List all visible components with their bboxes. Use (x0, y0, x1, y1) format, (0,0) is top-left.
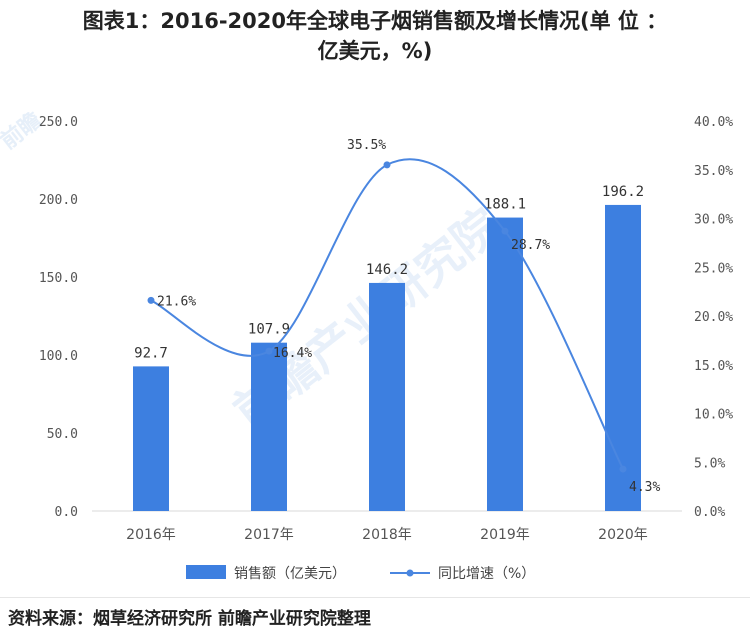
y-left-tick-label: 0.0 (55, 505, 78, 520)
bar (605, 204, 641, 512)
x-tick-label: 2018年 (362, 527, 412, 543)
bar-value-label: 107.9 (248, 322, 290, 338)
legend-line-label: 同比增速（%） (438, 566, 535, 582)
legend-line-marker (406, 569, 414, 577)
y-left-tick-label: 250.0 (39, 115, 78, 130)
growth-value-label: 4.3% (629, 480, 660, 495)
combo-chart: 前瞻产业研究院前瞻0.050.0100.0150.0200.0250.00.0%… (0, 107, 733, 582)
bar-value-label: 188.1 (484, 197, 526, 213)
bar-value-label: 92.7 (134, 345, 168, 361)
growth-value-label: 28.7% (511, 238, 550, 253)
y-right-tick-label: 30.0% (694, 213, 733, 228)
growth-value-label: 16.4% (273, 346, 312, 361)
y-right-tick-label: 5.0% (694, 456, 725, 471)
bar (133, 366, 169, 511)
y-right-tick-label: 35.0% (694, 164, 733, 179)
growth-value-label: 35.5% (347, 138, 386, 153)
title-line-2: 亿美元，%) (317, 39, 433, 63)
footer-divider (0, 597, 750, 598)
bar (251, 342, 287, 511)
bar (487, 217, 523, 511)
y-left-tick-label: 150.0 (39, 271, 78, 286)
chart-title: 图表1：2016-2020年全球电子烟销售额及增长情况(单 位 ： 亿美元，%) (0, 6, 750, 66)
legend-bar-swatch (186, 565, 226, 579)
y-right-tick-label: 10.0% (694, 408, 733, 423)
growth-point (147, 296, 155, 304)
x-tick-label: 2019年 (480, 527, 530, 543)
growth-point (265, 347, 273, 355)
y-right-tick-label: 0.0% (694, 505, 725, 520)
growth-point (383, 161, 391, 169)
title-line-1: 图表1：2016-2020年全球电子烟销售额及增长情况(单 位 ： (82, 9, 668, 33)
source-note: 资料来源：烟草经济研究所 前瞻产业研究院整理 (8, 609, 371, 629)
legend-bar-label: 销售额（亿美元） (234, 566, 346, 582)
growth-point (501, 227, 509, 235)
x-tick-label: 2020年 (598, 527, 648, 543)
y-left-tick-label: 200.0 (39, 193, 78, 208)
bar-value-label: 146.2 (366, 262, 408, 278)
y-right-tick-label: 15.0% (694, 359, 733, 374)
bar (369, 282, 405, 511)
growth-value-label: 21.6% (157, 294, 196, 309)
y-right-tick-label: 20.0% (694, 310, 733, 325)
x-tick-label: 2016年 (126, 527, 176, 543)
x-tick-label: 2017年 (244, 527, 294, 543)
y-right-tick-label: 40.0% (694, 115, 733, 130)
y-right-tick-label: 25.0% (694, 261, 733, 276)
y-left-tick-label: 100.0 (39, 349, 78, 364)
growth-point (619, 465, 627, 473)
bar-value-label: 196.2 (602, 184, 644, 200)
y-left-tick-label: 50.0 (47, 427, 78, 442)
